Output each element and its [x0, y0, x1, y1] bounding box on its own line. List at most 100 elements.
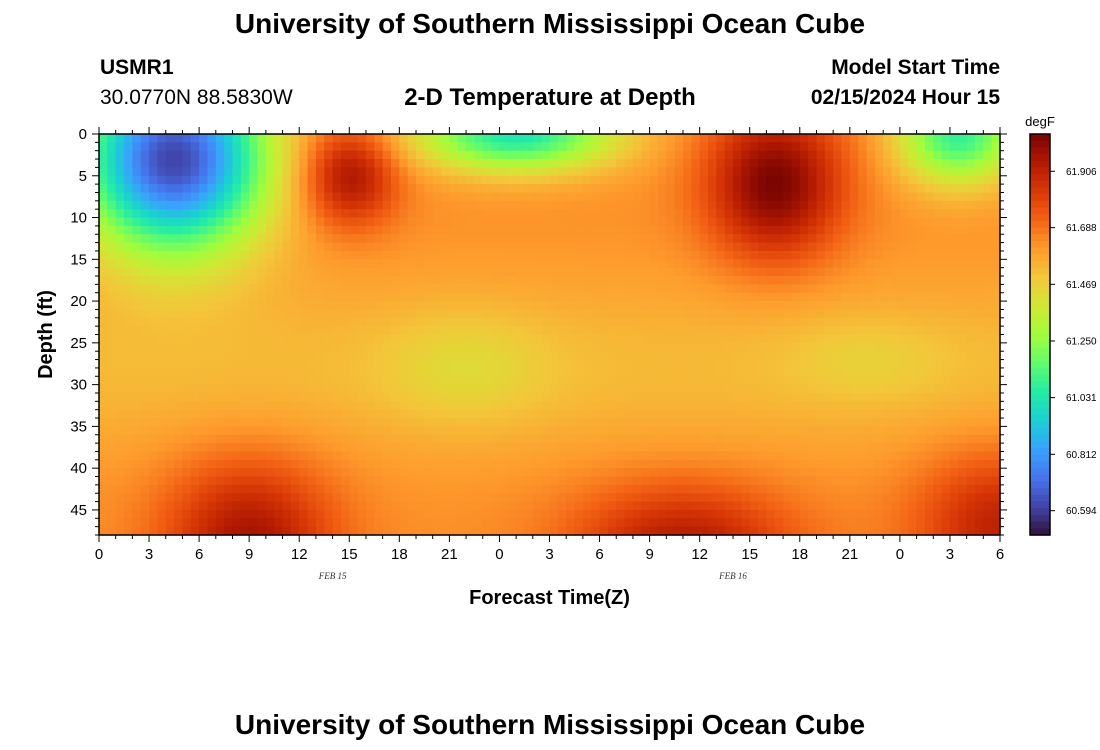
heatmap-cell [591, 392, 601, 402]
heatmap-cell [841, 242, 851, 252]
heatmap-cell [416, 451, 425, 461]
heatmap-cell [149, 150, 158, 160]
heatmap-cell [374, 259, 384, 269]
heatmap-cell [891, 192, 901, 202]
heatmap-cell [883, 459, 893, 469]
heatmap-cell [532, 259, 542, 269]
heatmap-cell [574, 317, 584, 327]
heatmap-cell [215, 376, 225, 386]
heatmap-cell [299, 434, 309, 444]
heatmap-cell [874, 292, 884, 302]
heatmap-cell [557, 242, 567, 252]
heatmap-cell [507, 359, 517, 369]
heatmap-cell [924, 476, 934, 486]
heatmap-cell [324, 150, 334, 160]
heatmap-cell [949, 276, 959, 285]
heatmap-cell [149, 443, 158, 453]
heatmap-cell [190, 509, 200, 519]
heatmap-cell [232, 384, 242, 394]
heatmap-cell [632, 200, 642, 210]
heatmap-cell [432, 409, 442, 419]
heatmap-cell [908, 334, 918, 344]
heatmap-cell [357, 309, 367, 319]
heatmap-cell [599, 493, 609, 503]
heatmap-cell [466, 476, 476, 486]
heatmap-cell [499, 259, 509, 269]
heatmap-cell [382, 434, 392, 444]
heatmap-cell [265, 175, 275, 185]
heatmap-cell [641, 418, 651, 427]
heatmap-cell [799, 134, 809, 143]
heatmap-cell [766, 342, 776, 352]
heatmap-cell [883, 167, 893, 177]
heatmap-cell [783, 468, 793, 478]
heatmap-cell [449, 334, 459, 344]
heatmap-cell [466, 200, 476, 210]
heatmap-cell [941, 284, 951, 294]
heatmap-cell [749, 292, 759, 302]
heatmap-cell [808, 409, 818, 419]
heatmap-cell [282, 451, 292, 461]
heatmap-cell [974, 142, 984, 152]
heatmap-cell [224, 401, 234, 411]
heatmap-cell [182, 334, 192, 344]
heatmap-cell [507, 284, 517, 294]
heatmap-cell [132, 159, 142, 169]
heatmap-cell [774, 250, 784, 260]
heatmap-cell [774, 334, 784, 344]
heatmap-cell [466, 167, 476, 177]
heatmap-cell [199, 493, 209, 503]
heatmap-cell [157, 426, 167, 436]
heatmap-cell [632, 184, 642, 194]
heatmap-cell [666, 351, 676, 361]
heatmap-cell [749, 418, 759, 427]
heatmap-cell [357, 175, 367, 185]
heatmap-cell [816, 267, 826, 277]
heatmap-cell [582, 225, 592, 235]
heatmap-cell [265, 401, 275, 411]
heatmap-cell [424, 317, 434, 327]
heatmap-cell [966, 284, 976, 294]
heatmap-cell [749, 175, 759, 185]
heatmap-cell [883, 409, 893, 419]
heatmap-cell [816, 451, 826, 461]
heatmap-cell [799, 326, 809, 336]
heatmap-cell [891, 242, 901, 252]
heatmap-cell [816, 142, 826, 152]
heatmap-cell [532, 326, 542, 336]
heatmap-cell [591, 134, 601, 143]
heatmap-cell [674, 418, 684, 427]
heatmap-cell [883, 384, 893, 394]
heatmap-cell [140, 501, 150, 511]
heatmap-cell [374, 493, 384, 503]
heatmap-cell [315, 443, 325, 453]
heatmap-cell [733, 426, 742, 436]
heatmap-cell [224, 451, 234, 461]
heatmap-cell [766, 217, 776, 227]
heatmap-cell [224, 501, 234, 511]
heatmap-cell [983, 142, 993, 152]
heatmap-cell [791, 342, 801, 352]
heatmap-cell [491, 443, 501, 453]
heatmap-cell [666, 301, 676, 311]
heatmap-cell [566, 468, 576, 478]
heatmap-cell [899, 142, 909, 152]
heatmap-cell [699, 292, 709, 302]
heatmap-cell [257, 217, 267, 227]
heatmap-cell [941, 209, 951, 219]
heatmap-cell [674, 301, 684, 311]
heatmap-cell [974, 426, 984, 436]
heatmap-cell [674, 376, 684, 386]
heatmap-cell [891, 200, 901, 210]
heatmap-cell [390, 468, 400, 478]
heatmap-cell [941, 484, 951, 494]
heatmap-cell [749, 167, 759, 177]
heatmap-cell [824, 184, 834, 194]
heatmap-cell [891, 250, 901, 260]
heatmap-cell [716, 468, 726, 478]
heatmap-cell [941, 184, 951, 194]
heatmap-cell [949, 225, 959, 235]
heatmap-cell [349, 409, 359, 419]
heatmap-cell [874, 250, 884, 260]
heatmap-cell [332, 351, 342, 361]
